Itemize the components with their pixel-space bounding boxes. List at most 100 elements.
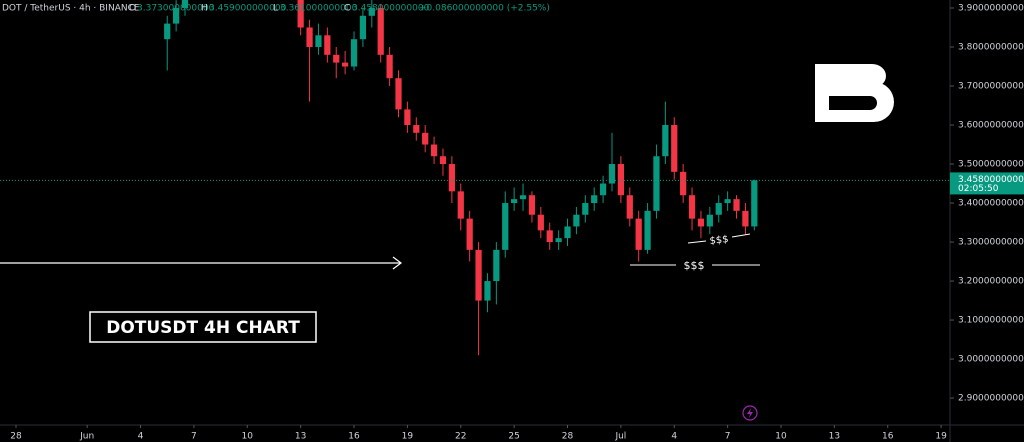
x-tick-label: 16 [348,432,360,442]
countdown: 02:05:50 [958,184,999,194]
candle-body [591,195,598,204]
y-tick-label: 3.400000000000 [958,199,1024,209]
candle-body [181,0,189,8]
x-tick-label: 19 [402,432,414,442]
candle-body [644,210,651,250]
x-tick-label: 28 [562,432,574,442]
last-price-label: 3.458000000000 [958,175,1024,185]
candle-body [511,199,518,204]
symbol: DOT / TetherUS · 4h · BINANCE [2,4,140,14]
candle-body [537,214,544,231]
y-tick-label: 3.500000000000 [958,160,1024,170]
candle-body [377,7,384,55]
candle-body [297,0,304,28]
x-tick-label: 4 [671,432,677,442]
y-tick-label: 3.200000000000 [958,277,1024,287]
alert-icon-bolt [747,408,753,418]
candle-body [413,125,420,133]
y-tick-label: 3.700000000000 [958,82,1024,92]
y-tick-label: 3.900000000000 [958,3,1024,13]
candle-body [751,180,758,227]
candle-body [733,199,740,211]
o-label: O [129,4,136,14]
y-tick-label: 3.600000000000 [958,121,1024,131]
candle-body [448,164,455,192]
x-tick-label: 22 [455,432,466,442]
x-tick-label: 10 [242,432,254,442]
candle-body [493,249,500,282]
c-value: 3.458000000000 [352,4,430,14]
liquidity-label: $$$ [709,234,729,247]
candle-body [519,195,527,200]
candle-body [484,281,491,301]
candle-body [306,27,313,48]
h-value: 3.459000000000 [209,4,287,14]
candle-body [706,214,713,227]
candle-body [608,164,616,184]
candle-body [439,156,447,165]
candle-body [582,203,589,215]
candle-body [350,39,358,67]
l-label: L [273,4,278,14]
liquidity-line [731,233,751,238]
candle-body [653,156,660,211]
candle-body [564,226,571,239]
title-box [89,311,317,343]
candle-body [697,218,705,227]
candle-body [315,35,322,48]
candle-body [688,195,696,219]
arrow-head [392,256,402,270]
y-tick-label: 2.900000000000 [958,394,1024,404]
candle-body [422,132,429,145]
c-label: C [344,4,350,14]
candle-body [333,54,340,63]
candle-body [386,54,393,79]
x-tick-label: Jul [614,432,626,442]
candle-body [324,35,331,55]
last-price-box [950,172,1024,195]
y-tick-label: 3.000000000000 [958,355,1024,365]
candle-body [599,183,607,196]
x-tick-label: Jun [79,432,94,442]
x-tick-label: 19 [935,432,947,442]
candle-body [368,7,375,16]
candle-body [466,218,473,250]
candle-body [502,203,509,250]
candle-body [528,195,536,215]
candle-body [662,125,669,157]
plot-area [164,0,758,356]
candle-body [457,191,464,219]
candle-body [342,62,349,67]
candle-body [617,164,624,196]
candle-body [724,199,731,204]
x-tick-label: 28 [10,432,22,442]
candle-body [715,203,722,215]
y-tick-label: 3.800000000000 [958,43,1024,53]
candle-body [359,15,367,40]
chart-title: DOTUSDT 4H CHART [106,318,300,338]
candle-body [680,171,687,196]
l-value: 3.361000000000 [280,4,358,14]
candle-body [173,7,180,24]
candle-body [430,144,438,157]
candle-body [395,78,402,110]
liquidity-line [687,240,707,244]
change: +0.086000000000 (+2.55%) [419,4,550,14]
candle-body [546,230,553,243]
x-tick-label: 4 [138,432,144,442]
candle-body [555,238,562,243]
logo [815,64,894,122]
h-label: H [201,4,208,14]
x-tick-label: 13 [829,432,840,442]
candle-body [635,218,642,250]
candle-body [404,109,411,126]
candle-body [475,249,482,301]
alert-icon[interactable] [742,405,758,421]
candle-body [573,214,580,227]
y-tick-label: 3.100000000000 [958,316,1024,326]
x-tick-label: 7 [725,432,731,442]
x-tick-label: 13 [295,432,306,442]
candle-body [742,210,749,227]
candle-body [164,23,171,40]
